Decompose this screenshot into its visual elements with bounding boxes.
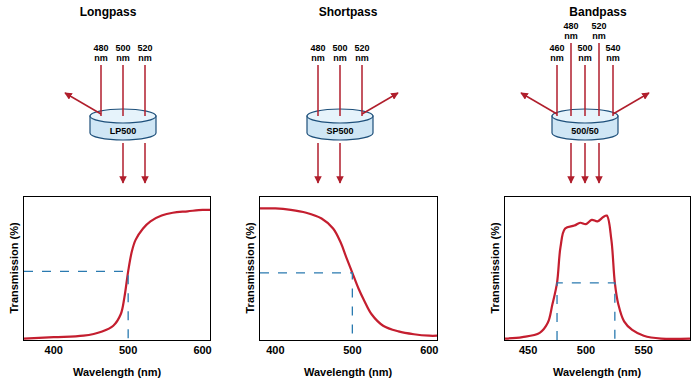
svg-text:Transmission (%): Transmission (%) (8, 222, 20, 313)
svg-text:nm: nm (311, 53, 325, 63)
svg-text:nm: nm (138, 53, 152, 63)
svg-text:nm: nm (592, 31, 606, 41)
svg-text:600: 600 (420, 344, 438, 356)
svg-text:500: 500 (577, 344, 595, 356)
svg-text:nm: nm (333, 53, 347, 63)
svg-text:500: 500 (115, 43, 130, 53)
svg-text:Longpass: Longpass (80, 5, 137, 19)
svg-text:480: 480 (93, 43, 108, 53)
svg-text:Wavelength (nm): Wavelength (nm) (553, 366, 642, 378)
svg-text:520: 520 (354, 43, 369, 53)
svg-text:SP500: SP500 (326, 126, 353, 136)
svg-text:600: 600 (193, 344, 211, 356)
svg-text:500: 500 (577, 43, 592, 53)
svg-text:500: 500 (343, 344, 361, 356)
svg-text:500: 500 (119, 344, 137, 356)
svg-text:nm: nm (550, 53, 564, 63)
svg-text:540: 540 (605, 43, 620, 53)
svg-text:nm: nm (116, 53, 130, 63)
svg-text:400: 400 (45, 344, 63, 356)
svg-text:nm: nm (606, 53, 620, 63)
svg-text:nm: nm (94, 53, 108, 63)
svg-text:Wavelength (nm): Wavelength (nm) (304, 366, 393, 378)
svg-text:nm: nm (564, 31, 578, 41)
svg-text:460: 460 (549, 43, 564, 53)
svg-text:480: 480 (310, 43, 325, 53)
svg-text:520: 520 (591, 21, 606, 31)
svg-text:500/50: 500/50 (571, 126, 599, 136)
svg-text:LP500: LP500 (110, 126, 137, 136)
svg-text:Bandpass: Bandpass (569, 5, 627, 19)
svg-text:520: 520 (137, 43, 152, 53)
svg-text:Wavelength (nm): Wavelength (nm) (73, 366, 162, 378)
svg-text:Shortpass: Shortpass (319, 5, 378, 19)
svg-text:480: 480 (563, 21, 578, 31)
svg-text:Transmission (%): Transmission (%) (244, 222, 256, 313)
svg-text:450: 450 (519, 344, 537, 356)
svg-text:nm: nm (578, 53, 592, 63)
svg-text:Transmission (%): Transmission (%) (489, 222, 501, 313)
svg-text:400: 400 (266, 344, 284, 356)
svg-text:nm: nm (355, 53, 369, 63)
svg-text:500: 500 (332, 43, 347, 53)
svg-text:550: 550 (635, 344, 653, 356)
